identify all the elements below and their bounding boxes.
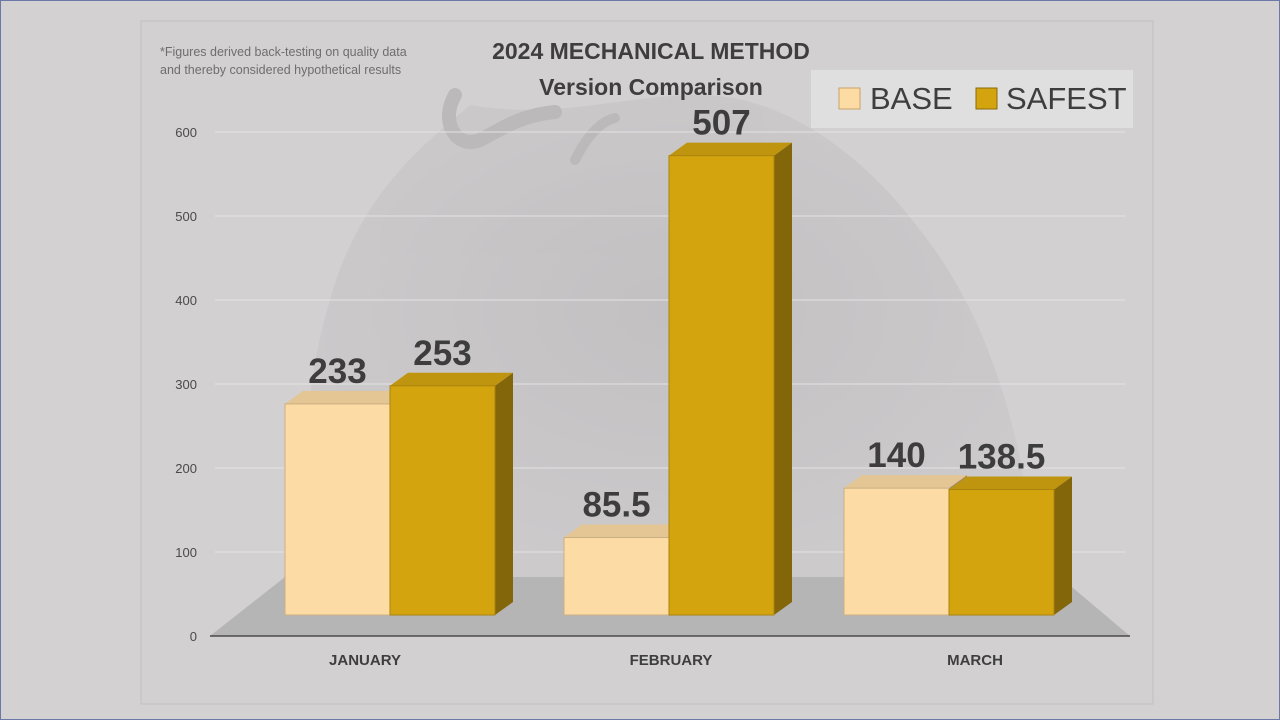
- chart-title: 2024 MECHANICAL METHOD: [492, 38, 810, 64]
- legend-swatch-base: [838, 87, 861, 110]
- legend-swatch-safest: [975, 87, 998, 110]
- bar-top: [564, 524, 687, 538]
- bar-top: [669, 142, 792, 156]
- bar-side: [1054, 476, 1072, 615]
- bar-front: [948, 489, 1055, 616]
- bar-safest-january: [389, 372, 513, 616]
- bar-top: [285, 390, 408, 404]
- bar-safest-march: [948, 476, 1072, 616]
- bar-front: [563, 537, 670, 616]
- y-tick-label: 400: [175, 293, 197, 308]
- data-label-base-march: 140: [867, 436, 925, 475]
- y-tick-label: 100: [175, 545, 197, 560]
- bar-front: [389, 385, 496, 616]
- legend: BASE SAFEST: [811, 70, 1133, 128]
- legend-box: [811, 70, 1133, 128]
- data-label-safest-march: 138.5: [958, 438, 1046, 477]
- legend-label-safest: SAFEST: [1006, 81, 1127, 116]
- y-tick-label: 0: [190, 629, 197, 644]
- bar-top: [844, 475, 967, 489]
- legend-label-base: BASE: [870, 81, 953, 116]
- y-tick-label: 200: [175, 461, 197, 476]
- y-tick-label: 600: [175, 125, 197, 140]
- y-tick-label: 500: [175, 209, 197, 224]
- x-tick-label-february: FEBRUARY: [630, 652, 713, 669]
- bar-front: [668, 155, 775, 616]
- bar-side: [774, 142, 792, 615]
- chart-subtitle: Version Comparison: [539, 74, 763, 100]
- bar-top: [390, 372, 513, 386]
- bar-side: [495, 372, 513, 615]
- data-label-base-february: 85.5: [582, 486, 650, 525]
- bar-front: [843, 487, 950, 616]
- data-label-safest-february: 507: [692, 104, 750, 143]
- data-label-safest-january: 253: [413, 334, 471, 373]
- bar-front: [284, 403, 391, 616]
- footnote-line-2: and thereby considered hypothetical resu…: [160, 63, 401, 77]
- x-tick-label-january: JANUARY: [329, 652, 401, 669]
- bar-safest-february: [668, 142, 792, 616]
- footnote-line-1: *Figures derived back-testing on quality…: [160, 45, 407, 59]
- x-tick-label-march: MARCH: [947, 652, 1003, 669]
- bar-top: [949, 476, 1072, 490]
- data-label-base-january: 233: [308, 352, 366, 391]
- y-tick-label: 300: [175, 377, 197, 392]
